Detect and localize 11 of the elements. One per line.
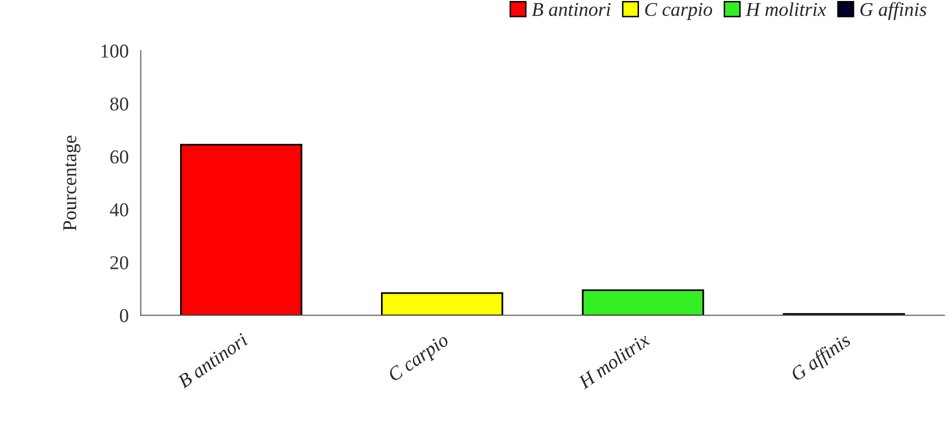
y-tick-label: 80 — [110, 97, 128, 111]
legend-label: H molitrix — [746, 2, 826, 16]
y-tick-label: 100 — [101, 44, 128, 58]
y-tick-label: 60 — [110, 150, 128, 164]
y-axis-title: Pourcentage — [63, 136, 80, 231]
y-tick-label: 0 — [120, 309, 128, 322]
legend-label: B antinori — [532, 2, 610, 16]
y-tick-label: 20 — [110, 256, 128, 270]
y-tick-label: 40 — [110, 203, 128, 216]
legend-label: C carpio — [645, 2, 712, 20]
legend-label: G affinis — [860, 2, 926, 20]
